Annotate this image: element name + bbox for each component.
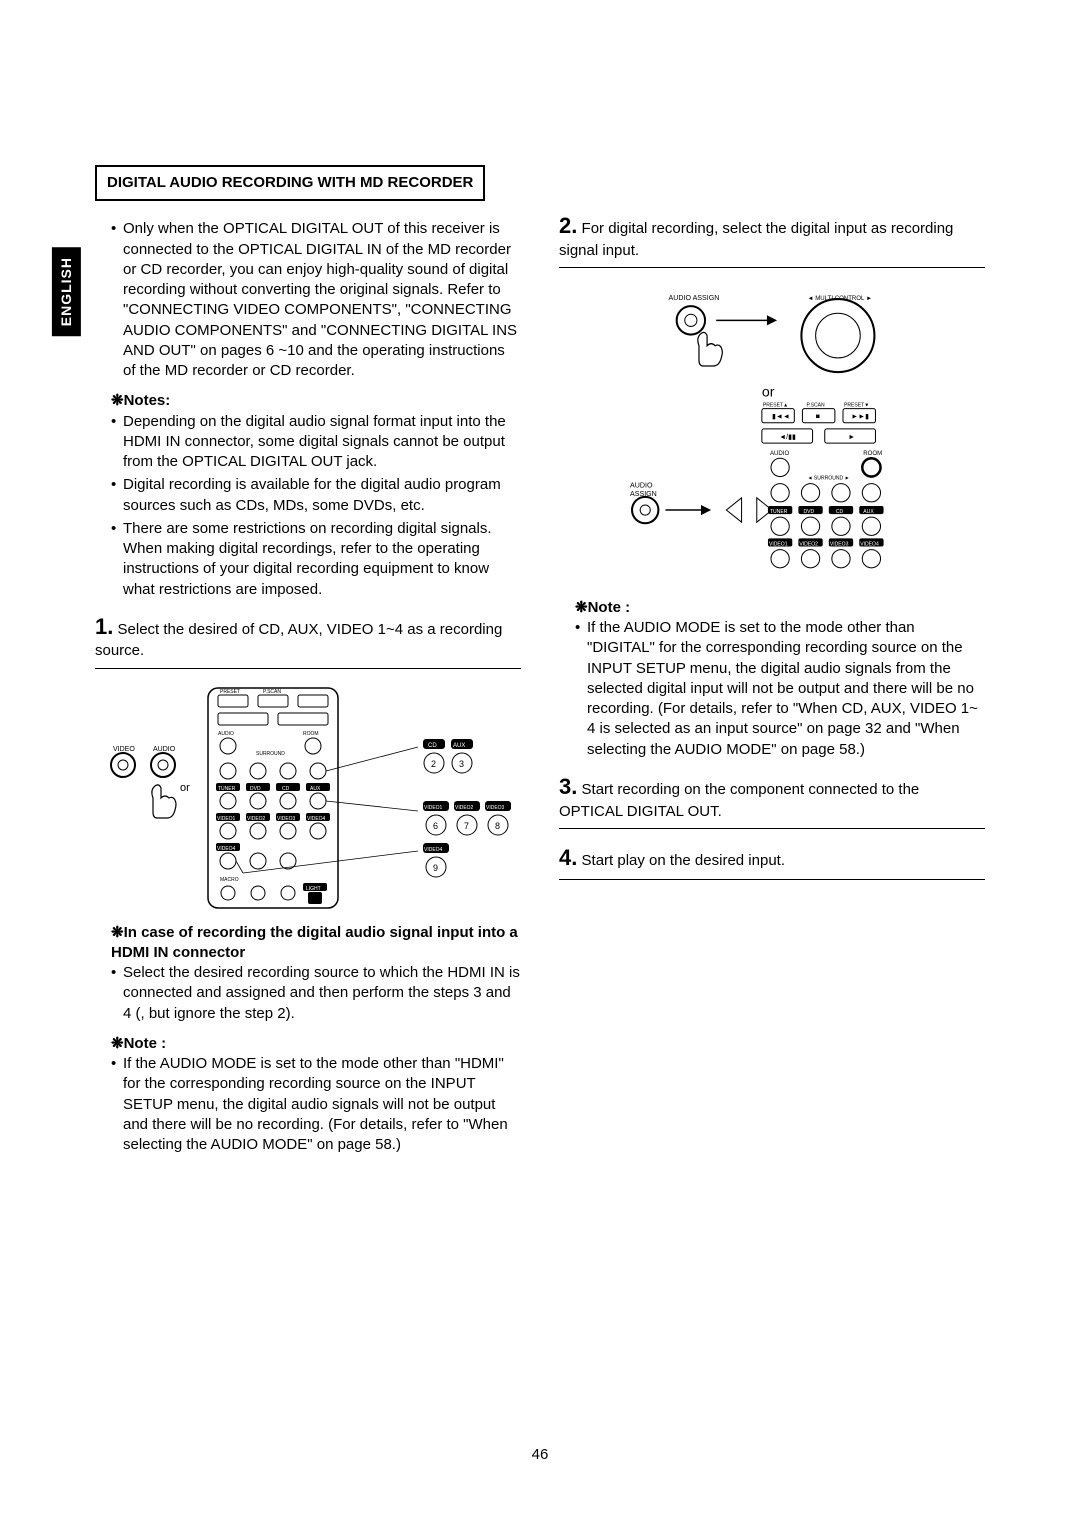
step-1: 1. Select the desired of CD, AUX, VIDEO … [95,612,521,662]
svg-text:8: 8 [495,821,500,831]
step-number: 3. [559,774,577,799]
svg-text:CD: CD [282,786,290,792]
step-text: Start play on the desired input. [582,852,785,869]
svg-text:VIDEO4: VIDEO4 [860,541,879,547]
divider [95,668,521,669]
note-label-2: ❋Note : [575,598,985,618]
svg-text:TUNER: TUNER [218,786,236,792]
svg-text:3: 3 [459,759,464,769]
divider [559,879,985,880]
svg-text:LIGHT: LIGHT [306,886,321,892]
notes-block: Depending on the digital audio signal fo… [111,412,521,600]
svg-text:PRESET: PRESET [220,689,240,695]
left-column: DIGITAL AUDIO RECORDING WITH MD RECORDER… [95,165,521,1165]
svg-text:PRESET▲: PRESET▲ [763,403,788,409]
svg-text:PRESET▼: PRESET▼ [844,403,869,409]
svg-text:7: 7 [464,821,469,831]
svg-text:ROOM: ROOM [863,450,882,457]
page-content: DIGITAL AUDIO RECORDING WITH MD RECORDER… [0,0,1080,1215]
svg-text:P.SCAN: P.SCAN [263,689,281,695]
step-2: 2. For digital recording, select the dig… [559,211,985,261]
notes-label-text: Notes: [124,392,171,409]
svg-text:VIDEO3: VIDEO3 [277,816,296,822]
divider [559,828,985,829]
svg-text:VIDEO3: VIDEO3 [830,541,849,547]
svg-text:►►▮: ►►▮ [851,413,869,421]
svg-text:2: 2 [431,759,436,769]
step-4: 4. Start play on the desired input. [559,843,985,873]
svg-text:6: 6 [433,821,438,831]
section-heading: DIGITAL AUDIO RECORDING WITH MD RECORDER [95,165,485,201]
svg-text:DVD: DVD [250,786,261,792]
svg-text:CD: CD [836,509,844,515]
svg-text:MACRO: MACRO [220,877,239,883]
svg-text:■: ■ [816,413,820,421]
step-text: Start recording on the component connect… [559,781,919,820]
svg-text:VIDEO2: VIDEO2 [455,805,474,811]
svg-text:►: ► [848,433,855,441]
svg-text:CD: CD [428,743,437,749]
svg-text:VIDEO2: VIDEO2 [799,541,818,547]
step-number: 2. [559,213,577,238]
svg-text:VIDEO: VIDEO [113,746,135,753]
svg-text:AUX: AUX [453,743,465,749]
notes-label: ❋Notes: [111,391,521,411]
svg-text:DVD: DVD [803,509,814,515]
note-label: ❋Note : [111,1034,521,1054]
intro-block: Only when the OPTICAL DIGITAL OUT of thi… [111,219,521,381]
note1-text: If the AUDIO MODE is set to the mode oth… [111,1054,521,1155]
svg-text:AUDIO: AUDIO [630,482,653,490]
svg-text:◄/▮▮: ◄/▮▮ [779,433,796,441]
svg-text:AUDIO: AUDIO [153,746,176,753]
note-item: There are some restrictions on recording… [111,519,521,600]
note-label-text: Note : [588,599,631,616]
svg-text:VIDEO1: VIDEO1 [424,805,443,811]
divider [559,267,985,268]
svg-text:P.SCAN: P.SCAN [806,403,825,409]
svg-text:VIDEO1: VIDEO1 [217,816,236,822]
note2-text: If the AUDIO MODE is set to the mode oth… [575,618,985,760]
svg-text:AUX: AUX [310,786,321,792]
note2-block: If the AUDIO MODE is set to the mode oth… [575,618,985,760]
note-label-text: Note : [124,1035,167,1052]
svg-text:VIDEO1: VIDEO1 [769,541,788,547]
hdmi-case-text: Select the desired recording source to w… [111,963,521,1024]
two-column-layout: DIGITAL AUDIO RECORDING WITH MD RECORDER… [95,165,985,1165]
note-item: Depending on the digital audio signal fo… [111,412,521,473]
hdmi-case-block: Select the desired recording source to w… [111,963,521,1024]
svg-text:VIDEO4: VIDEO4 [424,847,443,853]
note-item: Digital recording is available for the d… [111,475,521,516]
svg-text:AUDIO ASSIGN: AUDIO ASSIGN [669,294,720,302]
note1-block: If the AUDIO MODE is set to the mode oth… [111,1054,521,1155]
svg-text:AUX: AUX [863,509,874,515]
svg-text:VIDEO2: VIDEO2 [247,816,266,822]
svg-text:SURROUND: SURROUND [256,751,285,757]
svg-text:AUDIO: AUDIO [770,450,790,457]
svg-text:▮◄◄: ▮◄◄ [772,413,790,421]
svg-text:TUNER: TUNER [770,509,788,515]
diagram-step1: VIDEO AUDIO or PRESET P.SCAN AUDIO ROOM … [95,683,521,913]
step-number: 4. [559,845,577,870]
step-number: 1. [95,614,113,639]
hdmi-title-text: In case of recording the digital audio s… [111,924,518,961]
svg-text:VIDEO4: VIDEO4 [217,846,236,852]
svg-text:VIDEO4: VIDEO4 [307,816,326,822]
intro-bullet: Only when the OPTICAL DIGITAL OUT of thi… [111,219,521,381]
diagram-step2: AUDIO ASSIGN ◄ MULTI CONTROL ► or PRESET… [559,282,985,592]
step-3: 3. Start recording on the component conn… [559,772,985,822]
svg-text:VIDEO3: VIDEO3 [486,805,505,811]
step-text: Select the desired of CD, AUX, VIDEO 1~4… [95,621,502,660]
language-tab: ENGLISH [52,247,81,336]
page-number: 46 [0,1445,1080,1465]
hdmi-case-heading: ❋In case of recording the digital audio … [111,923,521,964]
svg-text:or: or [180,782,190,794]
svg-text:◄ SURROUND ►: ◄ SURROUND ► [808,476,850,482]
svg-text:ROOM: ROOM [303,731,319,737]
right-column: 2. For digital recording, select the dig… [559,165,985,1165]
svg-text:9: 9 [433,863,438,873]
svg-text:or: or [762,384,775,400]
step-text: For digital recording, select the digita… [559,220,953,259]
svg-text:AUDIO: AUDIO [218,731,234,737]
